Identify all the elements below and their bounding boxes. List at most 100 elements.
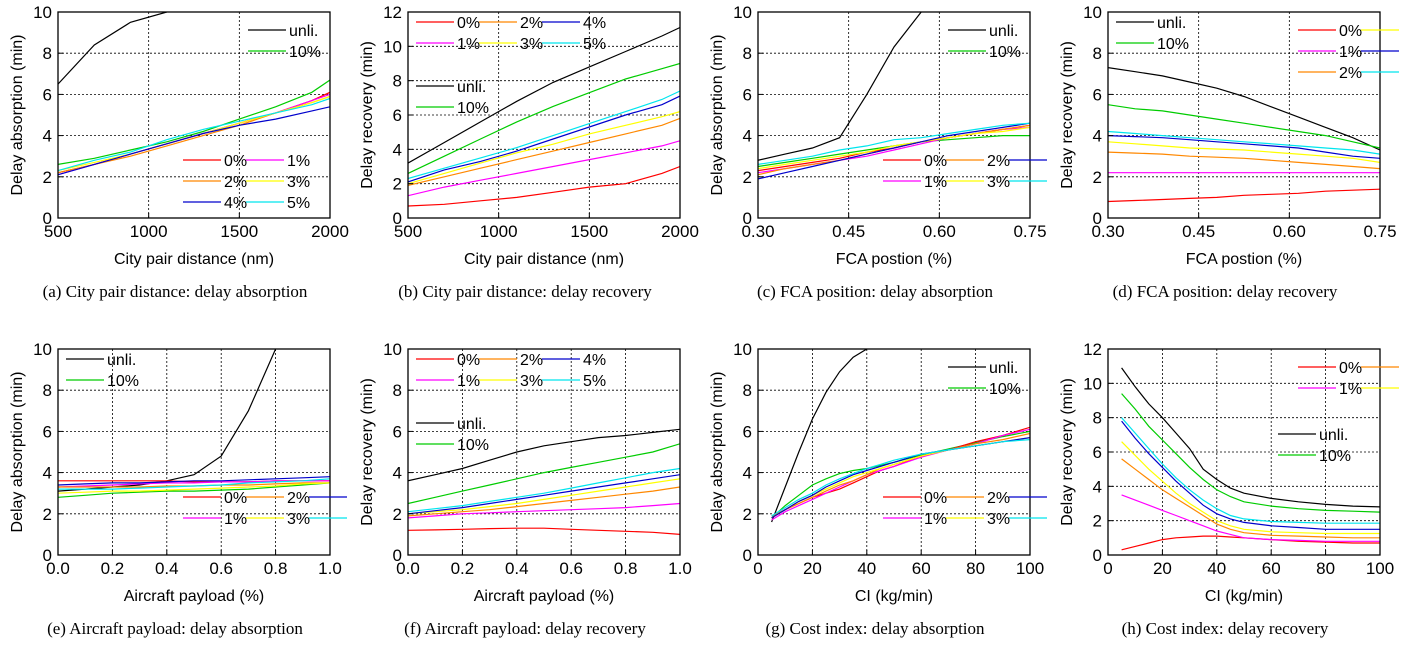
- series-line-4pct: [408, 474, 680, 515]
- x-tick-label: 0.4: [505, 559, 529, 578]
- y-axis-label: Delay absorption (min): [9, 35, 26, 196]
- legend-label: 10%: [457, 437, 489, 454]
- x-axis-label: FCA postion (%): [1186, 251, 1302, 268]
- series-line-unli: [408, 428, 680, 482]
- y-tick-label: 10: [733, 340, 752, 359]
- series-line-10pct: [1121, 393, 1380, 513]
- legend-label: unli.: [989, 360, 1018, 377]
- y-tick-label: 10: [383, 37, 402, 56]
- plot-frame: [57, 11, 331, 219]
- series-line-10pct: [1108, 104, 1380, 149]
- legend-label: 2%: [987, 153, 1010, 170]
- x-tick-label: 100: [1366, 559, 1394, 578]
- series-line-unli: [1108, 67, 1380, 151]
- y-tick-label: 0: [743, 546, 752, 565]
- legend-label: 3%: [520, 36, 543, 53]
- x-tick-label: 60: [912, 559, 931, 578]
- legend-label: 3%: [287, 511, 310, 528]
- legend-label: 1%: [287, 153, 310, 170]
- y-axis-label: Delay recovery (min): [359, 41, 376, 189]
- y-axis-label: Delay absorption (min): [9, 372, 26, 533]
- x-tick-label: 0.0: [46, 559, 70, 578]
- chart-svg: 0.30 0.45 0.60 0.75 0 2 4 6 8 10 FCA postion (%) De…: [1059, 3, 1399, 301]
- series-line-5pct: [1108, 130, 1380, 155]
- series-line-2pct: [1121, 458, 1380, 539]
- y-tick-label: 4: [43, 127, 52, 146]
- x-axis-label: City pair distance (nm): [464, 251, 624, 268]
- series-line-unli: [58, 12, 167, 85]
- x-tick-label: 2000: [311, 222, 349, 241]
- legend-label: 1%: [457, 36, 480, 53]
- y-tick-label: 6: [393, 106, 402, 125]
- x-tick-label: 0.6: [209, 559, 233, 578]
- legend-label: 0%: [1339, 360, 1362, 377]
- panel-caption: (g) Cost index: delay absorption: [765, 619, 985, 638]
- y-tick-label: 6: [743, 85, 752, 104]
- x-axis-label: CI (kg/min): [1205, 588, 1283, 605]
- y-tick-label: 10: [1083, 3, 1102, 22]
- series-line-5pct: [58, 97, 330, 172]
- legend-label: 2%: [287, 490, 310, 507]
- y-tick-label: 4: [393, 464, 402, 483]
- y-tick-label: 8: [393, 72, 402, 91]
- series-line-3pct: [58, 482, 330, 494]
- chart-svg: 0 20 40 60 80 100 0 2 4 6 8 10 12 CI (kg/min) Delay re…: [1059, 340, 1399, 638]
- y-axis-label: Delay recovery (min): [359, 378, 376, 526]
- series-line-unli: [408, 26, 680, 164]
- legend-label: 5%: [287, 195, 310, 212]
- chart-svg: 0.0 0.2 0.4 0.6 0.8 1.0 0 2 4 6 8 10 Aircraft payloa…: [359, 340, 692, 638]
- x-tick-label: 1.0: [668, 559, 692, 578]
- y-tick-label: 0: [43, 209, 52, 228]
- y-tick-label: 10: [383, 340, 402, 359]
- legend-label: 0%: [1339, 23, 1362, 40]
- x-tick-label: 0.45: [832, 222, 865, 241]
- x-tick-label: 0.0: [396, 559, 420, 578]
- y-tick-label: 8: [743, 381, 752, 400]
- chart-panel: 0.30 0.45 0.60 0.75 0 2 4 6 8 10 FCA postion (%) De…: [1050, 0, 1400, 325]
- x-tick-label: 0.30: [1091, 222, 1124, 241]
- series-line-5pct: [1121, 417, 1380, 524]
- y-tick-label: 2: [393, 505, 402, 524]
- chart-panel: 0.0 0.2 0.4 0.6 0.8 1.0 0 2 4 6 8 10 Aircraft payloa…: [350, 337, 700, 662]
- y-tick-label: 2: [43, 168, 52, 187]
- series-line-5pct: [758, 122, 1030, 165]
- legend-label: 1%: [457, 373, 480, 390]
- series-line-10pct: [58, 79, 330, 165]
- x-axis-label: FCA postion (%): [836, 251, 952, 268]
- x-tick-label: 0.6: [559, 559, 583, 578]
- y-tick-label: 0: [393, 209, 402, 228]
- x-tick-label: 0.8: [614, 559, 638, 578]
- series-line-unli: [758, 12, 922, 161]
- x-tick-label: 60: [1262, 559, 1281, 578]
- y-tick-label: 2: [743, 168, 752, 187]
- series-line-10pct: [58, 482, 330, 498]
- y-tick-label: 2: [393, 175, 402, 194]
- y-axis-label: Delay recovery (min): [1059, 378, 1076, 526]
- y-tick-label: 10: [733, 3, 752, 22]
- x-tick-label: 0.45: [1182, 222, 1215, 241]
- series-line-3pct: [1108, 141, 1380, 163]
- legend-label: 0%: [924, 153, 947, 170]
- y-tick-label: 8: [1093, 44, 1102, 63]
- legend-label: unli.: [1319, 427, 1348, 444]
- chart-svg: 500 1000 1500 2000 0 2 4 6 8 10 City pair distance…: [9, 3, 349, 301]
- y-tick-label: 6: [43, 422, 52, 441]
- x-tick-label: 0.75: [1013, 222, 1046, 241]
- x-tick-label: 20: [803, 559, 822, 578]
- y-axis-label: Delay absorption (min): [709, 35, 726, 196]
- y-tick-label: 8: [43, 381, 52, 400]
- chart-panel: 0 20 40 60 80 100 0 2 4 6 8 10 12 CI (kg/min) Delay re…: [1050, 337, 1400, 662]
- chart-panel: 0.30 0.45 0.60 0.75 0 2 4 6 8 10 FCA postion (%) De…: [700, 0, 1073, 325]
- panel-caption: (h) Cost index: delay recovery: [1122, 619, 1329, 638]
- chart-svg: 0 20 40 60 80 100 0 2 4 6 8 10 CI (kg/min) Delay abso…: [709, 340, 1073, 638]
- plot-frame: [757, 11, 1031, 219]
- x-tick-label: 0.2: [451, 559, 475, 578]
- series-line-10pct: [408, 443, 680, 505]
- y-tick-label: 10: [33, 3, 52, 22]
- x-tick-label: 1000: [480, 222, 518, 241]
- series-line-4pct: [58, 476, 330, 486]
- series-line-1pct: [58, 480, 330, 488]
- x-tick-label: 0.2: [101, 559, 125, 578]
- x-tick-label: 1000: [130, 222, 168, 241]
- chart-svg: 0.30 0.45 0.60 0.75 0 2 4 6 8 10 FCA postion (%) De…: [709, 3, 1073, 301]
